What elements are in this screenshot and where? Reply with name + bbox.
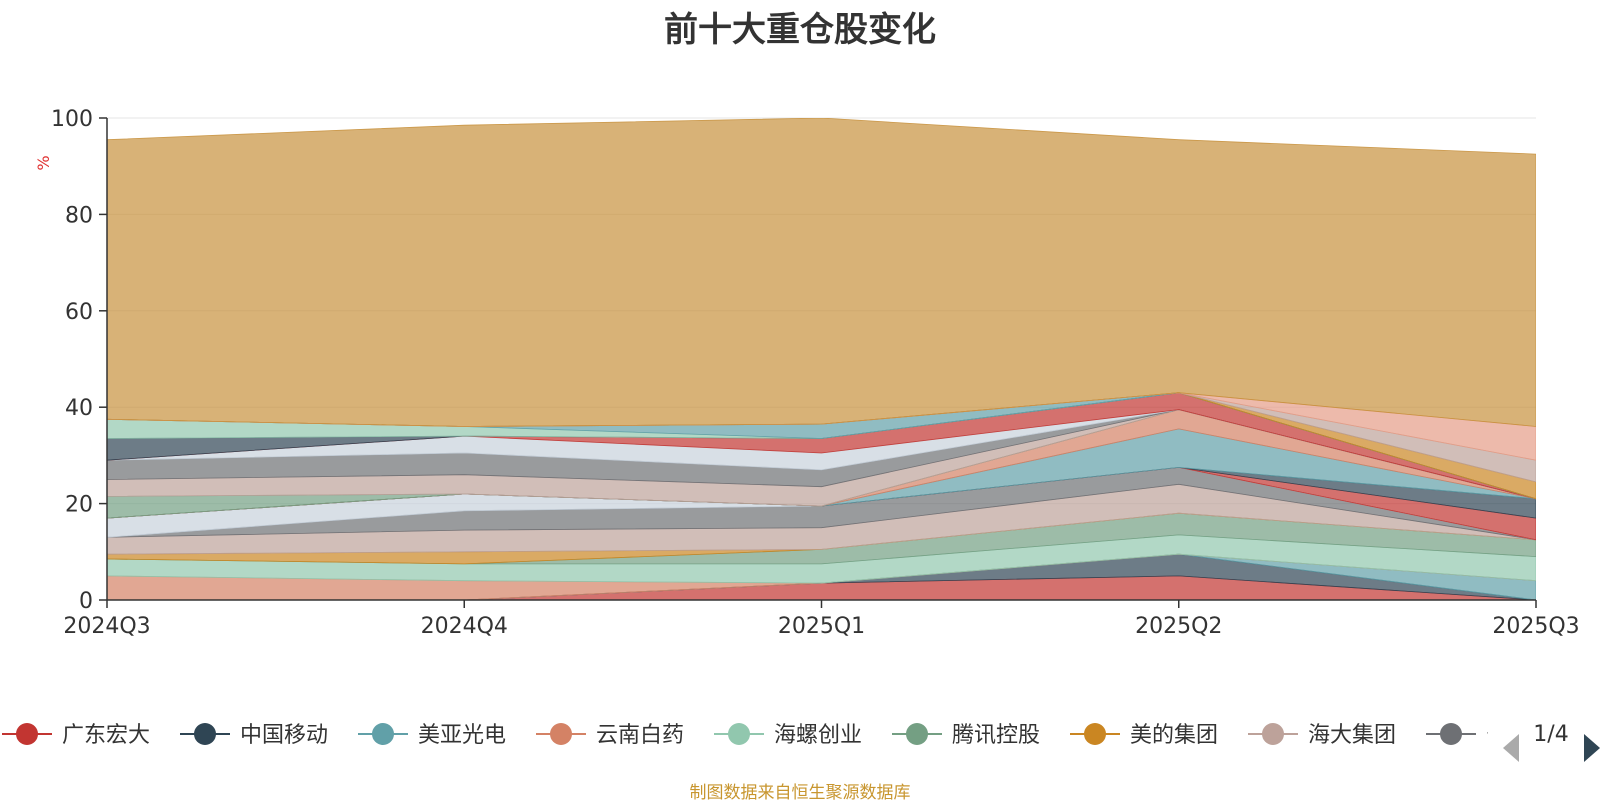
legend-pager: 1/4	[1503, 722, 1600, 762]
legend-marker-icon	[372, 723, 394, 745]
y-tick-label: 0	[79, 589, 93, 614]
legend-prev-arrow-icon[interactable]	[1503, 734, 1519, 762]
legend-label: 美的集团	[1130, 723, 1218, 748]
y-tick-label: 80	[65, 203, 93, 228]
legend-marker-icon	[1084, 723, 1106, 745]
legend-label: 腾讯控股	[952, 723, 1040, 748]
legend-item[interactable]: 海大集团	[1248, 723, 1396, 748]
legend-label: 美亚光电	[418, 723, 506, 748]
y-tick-label: 60	[65, 300, 93, 325]
legend-label: 云南白药	[596, 723, 684, 748]
legend-marker-icon	[906, 723, 928, 745]
area-其他合计	[107, 118, 1536, 427]
x-tick-label: 2024Q3	[63, 614, 150, 639]
y-tick-label: 40	[65, 396, 93, 421]
legend-label: 海螺创业	[774, 723, 862, 748]
legend-marker-icon	[1262, 723, 1284, 745]
legend-item[interactable]: 海螺创业	[714, 723, 862, 748]
legend-label: 广东宏大	[62, 723, 150, 748]
legend-next-arrow-icon[interactable]	[1584, 734, 1600, 762]
legend-item[interactable]: 云南白药	[536, 723, 684, 748]
y-tick-label: 100	[51, 107, 93, 132]
legend-label: 中国移动	[240, 723, 328, 748]
legend-item[interactable]: 美亚光电	[358, 723, 506, 748]
y-tick-label: 20	[65, 493, 93, 518]
legend-marker-icon	[728, 723, 750, 745]
x-tick-label: 2025Q1	[778, 614, 865, 639]
y-axis-unit-label: %	[34, 155, 53, 170]
data-source-note: 制图数据来自恒生聚源数据库	[689, 783, 911, 803]
legend-marker-icon	[1440, 723, 1462, 745]
legend-marker-icon	[16, 723, 38, 745]
x-tick-label: 2025Q3	[1492, 614, 1579, 639]
legend-marker-icon	[194, 723, 216, 745]
legend: 广东宏大 中国移动 美亚光电 云南白药 海螺创业 腾讯控股 美的集团 海大集团 宁德时代	[2, 723, 1574, 748]
area-series	[107, 118, 1536, 600]
chart-title: 前十大重仓股变化	[664, 10, 936, 50]
legend-item[interactable]: 中国移动	[180, 723, 328, 748]
legend-marker-icon	[550, 723, 572, 745]
legend-label: 海大集团	[1308, 723, 1396, 748]
legend-label: 宁德时代	[1486, 723, 1574, 748]
x-tick-label: 2024Q4	[421, 614, 508, 639]
legend-item[interactable]: 腾讯控股	[892, 723, 1040, 748]
legend-page-indicator: 1/4	[1533, 722, 1568, 747]
legend-item[interactable]: 宁德时代	[1426, 723, 1574, 748]
legend-item[interactable]: 美的集团	[1070, 723, 1218, 748]
axes: 0 20 40 60 80 100 2024Q3 2024Q4 2025Q1 2025Q2 2025…	[51, 107, 1580, 639]
x-tick-label: 2025Q2	[1135, 614, 1222, 639]
legend-item[interactable]: 广东宏大	[2, 723, 150, 748]
